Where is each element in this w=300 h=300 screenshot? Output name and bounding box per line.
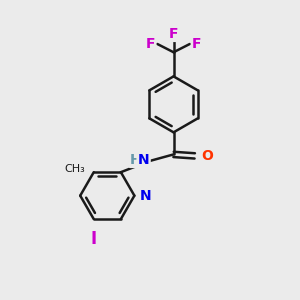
Text: F: F bbox=[192, 37, 202, 51]
Text: N: N bbox=[138, 153, 149, 167]
Text: F: F bbox=[146, 37, 155, 51]
Text: N: N bbox=[140, 189, 151, 202]
Text: O: O bbox=[201, 149, 213, 163]
Text: CH₃: CH₃ bbox=[65, 164, 85, 174]
Text: H: H bbox=[130, 153, 142, 167]
Text: F: F bbox=[169, 27, 178, 41]
Text: I: I bbox=[91, 230, 97, 248]
